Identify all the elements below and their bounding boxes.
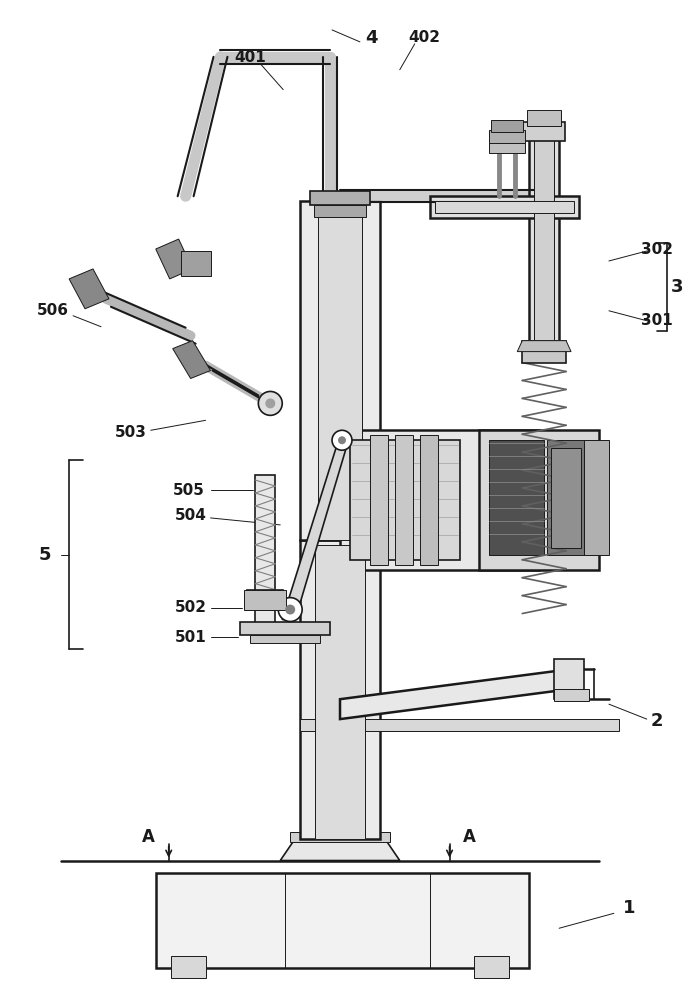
Bar bbox=[240, 622, 330, 635]
Text: 3: 3 bbox=[670, 278, 683, 296]
Bar bbox=[300, 540, 380, 839]
Bar bbox=[181, 251, 211, 276]
Bar bbox=[340, 430, 539, 570]
Polygon shape bbox=[244, 590, 286, 610]
Bar bbox=[527, 110, 561, 126]
Bar bbox=[156, 873, 529, 968]
Text: 4: 4 bbox=[366, 29, 378, 47]
Bar bbox=[248, 590, 283, 610]
Text: A: A bbox=[463, 828, 476, 846]
Bar bbox=[370, 435, 388, 565]
Bar bbox=[489, 440, 544, 555]
Circle shape bbox=[259, 391, 282, 415]
Circle shape bbox=[332, 430, 352, 450]
Text: 502: 502 bbox=[174, 600, 207, 615]
Text: 1: 1 bbox=[622, 899, 635, 917]
Bar bbox=[489, 130, 525, 143]
Bar bbox=[475, 956, 510, 978]
Bar bbox=[479, 430, 599, 570]
Polygon shape bbox=[156, 239, 193, 279]
Bar bbox=[534, 136, 554, 346]
Bar bbox=[430, 196, 579, 218]
Polygon shape bbox=[69, 269, 109, 309]
Text: 2: 2 bbox=[650, 712, 663, 730]
Bar bbox=[318, 206, 362, 540]
Bar bbox=[420, 435, 438, 565]
Bar bbox=[584, 440, 609, 555]
Bar bbox=[290, 832, 390, 842]
Polygon shape bbox=[517, 341, 571, 352]
Text: 301: 301 bbox=[641, 313, 672, 328]
Bar bbox=[315, 545, 365, 839]
Bar bbox=[300, 201, 380, 540]
Bar bbox=[314, 205, 366, 217]
Text: 401: 401 bbox=[235, 50, 266, 65]
Circle shape bbox=[285, 605, 295, 615]
Text: 506: 506 bbox=[37, 303, 69, 318]
Bar bbox=[547, 440, 587, 555]
Bar bbox=[171, 956, 206, 978]
Bar bbox=[250, 635, 320, 643]
Bar bbox=[523, 341, 566, 363]
Circle shape bbox=[338, 436, 346, 444]
Bar bbox=[350, 440, 460, 560]
Bar bbox=[310, 191, 370, 205]
Bar bbox=[551, 448, 581, 548]
Polygon shape bbox=[280, 839, 399, 861]
Bar bbox=[523, 122, 565, 141]
Bar bbox=[255, 475, 275, 624]
Polygon shape bbox=[282, 435, 350, 620]
Circle shape bbox=[265, 398, 275, 408]
Circle shape bbox=[278, 598, 302, 622]
Text: 504: 504 bbox=[174, 508, 207, 523]
Bar bbox=[529, 132, 559, 351]
Polygon shape bbox=[340, 669, 569, 719]
Bar bbox=[434, 201, 574, 213]
Bar bbox=[489, 141, 525, 153]
Bar bbox=[491, 120, 523, 132]
Text: 402: 402 bbox=[408, 30, 440, 45]
Text: 505: 505 bbox=[172, 483, 205, 498]
Text: 501: 501 bbox=[174, 630, 207, 645]
Text: 503: 503 bbox=[115, 425, 147, 440]
Bar bbox=[554, 689, 589, 701]
Bar bbox=[554, 659, 584, 699]
Text: 302: 302 bbox=[641, 242, 673, 257]
Bar bbox=[395, 435, 412, 565]
Bar bbox=[300, 719, 619, 731]
Text: A: A bbox=[142, 828, 155, 846]
Text: 5: 5 bbox=[39, 546, 51, 564]
Polygon shape bbox=[172, 341, 211, 378]
